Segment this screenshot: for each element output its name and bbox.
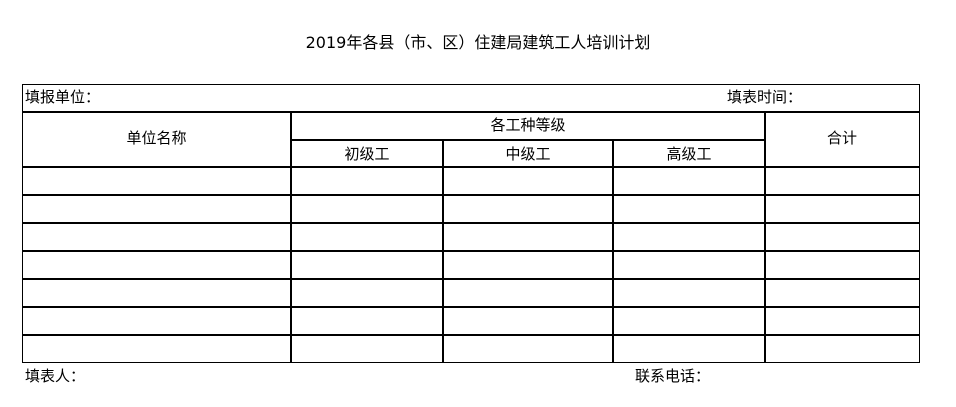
reporting-time-label: 填表时间： xyxy=(727,88,803,106)
row-rule xyxy=(22,306,920,308)
row-rule xyxy=(22,278,920,280)
border-right xyxy=(919,84,920,363)
header-intermediate: 中级工 xyxy=(505,145,551,163)
header-grade-group: 各工种等级 xyxy=(490,116,566,134)
col-rule xyxy=(290,111,292,363)
header-senior: 高级工 xyxy=(666,145,712,163)
border-top xyxy=(22,84,920,85)
reporting-unit-label: 填报单位： xyxy=(25,88,101,106)
row-rule xyxy=(22,166,920,168)
page-title: 2019年各县（市、区）住建局建筑工人培训计划 xyxy=(305,33,651,52)
rule-grade-split xyxy=(291,139,765,141)
filled-by-label: 填表人： xyxy=(25,367,86,385)
header-junior: 初级工 xyxy=(344,145,390,163)
row-rule xyxy=(22,194,920,196)
header-total: 合计 xyxy=(826,129,857,147)
col-rule xyxy=(612,139,614,363)
border-bottom xyxy=(22,362,920,363)
row-rule xyxy=(22,334,920,336)
border-left xyxy=(22,84,23,363)
col-rule xyxy=(764,111,766,363)
header-unit-name: 单位名称 xyxy=(126,129,187,147)
col-rule xyxy=(442,139,444,363)
row-rule xyxy=(22,222,920,224)
rule-header-top xyxy=(22,111,920,113)
row-rule xyxy=(22,250,920,252)
phone-label: 联系电话： xyxy=(635,367,711,385)
